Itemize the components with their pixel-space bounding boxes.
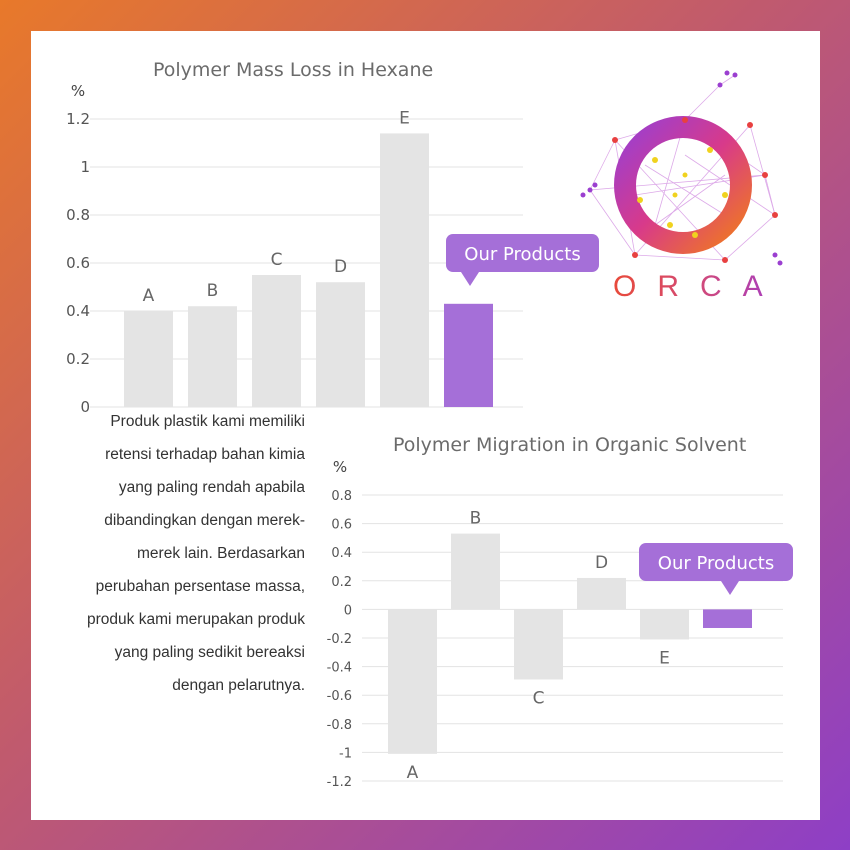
y-tick-label: -0.8	[327, 718, 352, 733]
chart2-title: Polymer Migration in Organic Solvent	[393, 434, 747, 456]
y-axis-unit-label: %	[71, 82, 85, 100]
y-tick-label: 0	[344, 603, 352, 618]
category-label: D	[595, 553, 608, 573]
orca-logo-graphic	[580, 70, 783, 266]
y-tick-label: -1.2	[327, 775, 352, 790]
bar-c	[514, 609, 563, 680]
y-tick-label: 1.2	[66, 110, 90, 128]
y-tick-label: 0	[80, 398, 90, 416]
bar-d	[577, 577, 626, 610]
y-tick-label: 0.4	[66, 302, 90, 320]
callout-bubble	[446, 234, 599, 272]
y-tick-label: 0.2	[66, 350, 90, 368]
y-tick-label: 0.6	[66, 254, 90, 272]
chart2-svg: % -1.2 -1 -0.8 -0.6 -0.4 -0.2 0 0.2 0.4 0.6 0.8 A B C D…	[327, 458, 793, 790]
orca-logo-text: ORCA	[613, 270, 784, 303]
y-tick-label: -1	[339, 746, 352, 761]
category-label: C	[533, 688, 545, 708]
y-tick-label: 0.4	[331, 546, 352, 561]
bar-b	[451, 533, 500, 610]
bar-c	[252, 275, 301, 407]
y-tick-label: -0.6	[327, 689, 352, 704]
bar-our-products	[444, 303, 493, 407]
callout-label: Our Products	[658, 553, 774, 574]
callout-label: Our Products	[464, 244, 580, 265]
category-label: A	[407, 763, 419, 783]
y-tick-label: -0.2	[327, 632, 352, 647]
y-tick-label: 1	[80, 158, 90, 176]
bar-b	[188, 306, 237, 407]
category-label: E	[659, 648, 670, 668]
category-label: A	[143, 286, 155, 306]
bar-d	[316, 282, 365, 407]
y-tick-label: 0.2	[331, 575, 352, 590]
category-label: E	[399, 108, 410, 128]
category-label: C	[271, 250, 283, 270]
bar-e	[640, 609, 689, 640]
y-tick-label: 0.8	[331, 489, 352, 504]
bar-a	[124, 311, 173, 407]
bar-our-products	[703, 609, 752, 628]
bar-e	[380, 133, 429, 407]
chart1-svg: % 0 0.2 0.4 0.6 0.8 1 1.2 A B C D E Our Products	[66, 82, 599, 416]
callout-bubble	[639, 543, 793, 581]
y-tick-label: -0.4	[327, 661, 352, 676]
y-axis-unit-label: %	[333, 458, 347, 476]
y-tick-label: 0.8	[66, 206, 90, 224]
description-text: Produk plastik kami memiliki retensi ter…	[87, 413, 305, 694]
category-label: B	[207, 281, 219, 301]
category-label: D	[334, 257, 347, 277]
callout-pointer	[461, 272, 479, 286]
callout-pointer	[721, 581, 739, 595]
category-label: B	[470, 509, 482, 529]
chart1-title: Polymer Mass Loss in Hexane	[153, 59, 434, 81]
y-tick-label: 0.6	[331, 518, 352, 533]
bar-a	[388, 609, 437, 754]
